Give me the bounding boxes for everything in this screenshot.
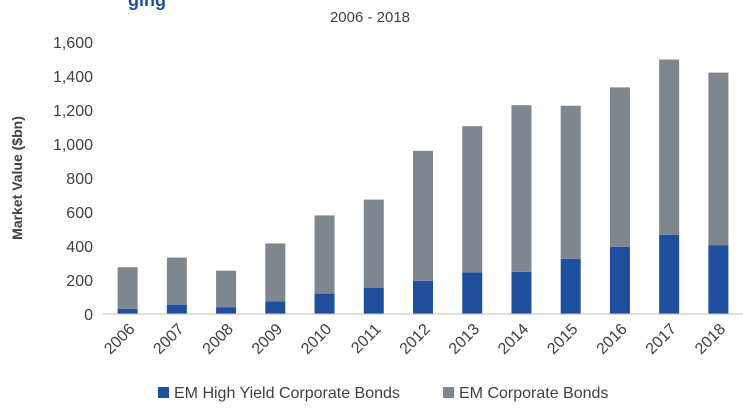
y-tick-label: 0 [84,307,93,324]
y-tick-label: 800 [66,171,93,188]
x-tick-label: 2006 [101,321,138,358]
bar-em-corporate-2018 [708,72,729,246]
x-tick-label: 2013 [446,321,483,358]
y-tick-label: 1,000 [53,137,93,154]
bar-em-corporate-2009 [265,243,286,302]
bar-em-corporate-2015 [560,105,581,259]
y-tick-label: 200 [66,273,93,290]
bar-em-high-yield-2015 [560,258,581,314]
bar-em-high-yield-2012 [413,280,433,314]
bar-em-high-yield-2018 [708,245,729,314]
bar-em-corporate-2012 [413,150,433,281]
x-tick-label: 2015 [544,321,581,358]
chart-title-clipped-fragment: ging [128,0,166,10]
legend: EM High Yield Corporate Bonds EM Corporat… [158,385,608,402]
bar-em-corporate-2014 [511,105,532,272]
x-tick-label: 2016 [594,321,631,358]
legend-label: EM High Yield Corporate Bonds [174,385,400,402]
bar-em-high-yield-2017 [659,234,680,314]
y-tick-label: 400 [66,239,93,256]
bar-em-corporate-2017 [659,59,680,235]
bar-em-corporate-2006 [117,267,138,309]
bar-em-high-yield-2010 [314,293,335,314]
x-tick-label: 2007 [150,321,187,358]
bar-em-high-yield-2013 [462,272,483,314]
bar-em-corporate-2016 [609,87,630,247]
x-axis: 2006 2007 2008 2009 2010 2011 2012 2013 2014 2015… [101,321,729,358]
y-tick-label: 1,400 [53,69,93,86]
bar-em-high-yield-2008 [216,307,237,314]
x-tick-label: 2009 [249,321,286,358]
bar-em-high-yield-2007 [166,304,187,314]
bar-em-high-yield-2011 [363,287,384,314]
x-tick-label: 2012 [397,321,434,358]
bar-em-high-yield-2016 [609,246,630,314]
bar-em-high-yield-2006 [117,308,138,314]
legend-swatch [443,387,454,398]
x-tick-label: 2014 [495,321,532,358]
bar-em-corporate-2013 [462,126,483,273]
chart-subtitle: 2006 - 2018 [330,9,410,26]
bar-em-high-yield-2014 [511,271,532,314]
bar-em-corporate-2010 [314,215,335,294]
x-tick-label: 2011 [348,321,384,357]
y-tick-label: 1,200 [53,103,93,120]
y-axis-label: Market Value ($bn) [9,116,25,240]
y-tick-label: 1,600 [53,35,93,52]
y-axis: 0 200 400 600 800 1,000 1,200 1,400 1,600 [53,35,93,324]
y-tick-label: 600 [66,205,93,222]
legend-swatch [158,387,169,398]
bars [117,59,729,314]
x-tick-label: 2017 [643,321,680,358]
bar-em-high-yield-2009 [265,301,286,314]
x-tick-label: 2010 [298,321,335,358]
x-tick-label: 2008 [200,321,237,358]
legend-label: EM Corporate Bonds [459,385,608,402]
bar-em-corporate-2007 [166,257,187,305]
bar-em-corporate-2011 [363,199,384,288]
x-tick-label: 2018 [692,321,729,358]
bar-em-corporate-2008 [216,270,237,308]
